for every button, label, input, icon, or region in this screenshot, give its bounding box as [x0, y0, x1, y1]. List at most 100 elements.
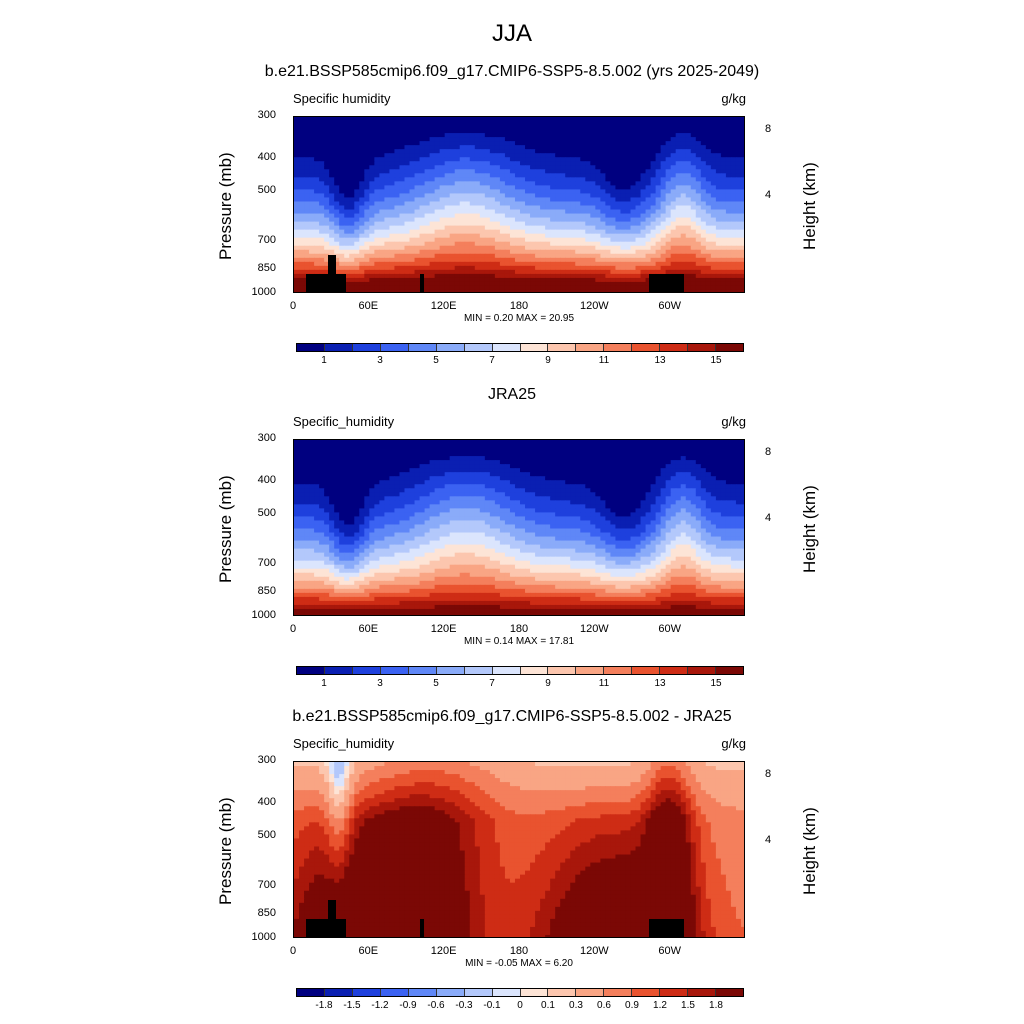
heatmap-cell	[304, 185, 310, 191]
heatmap-cell	[660, 257, 667, 263]
heatmap-cell	[424, 480, 431, 485]
heatmap-cell	[504, 452, 511, 457]
heatmap-cell	[535, 177, 541, 182]
heatmap-cell	[434, 205, 441, 211]
heatmap-cell	[595, 177, 601, 182]
heatmap-cell	[404, 129, 411, 134]
heatmap-cell	[394, 289, 401, 292]
heatmap-cell	[319, 125, 325, 130]
heatmap-cell	[299, 197, 305, 203]
heatmap-cell	[680, 157, 687, 162]
heatmap-cell	[690, 177, 697, 182]
heatmap-cell	[474, 193, 481, 199]
heatmap-cell	[304, 169, 310, 174]
heatmap-cell	[499, 213, 506, 219]
heatmap-cell	[384, 173, 391, 178]
heatmap-cell	[404, 237, 411, 243]
heatmap-cell	[439, 165, 446, 170]
heatmap-cell	[344, 241, 350, 247]
heatmap-cell	[680, 237, 687, 243]
heatmap-cell	[695, 253, 702, 259]
heatmap-cell	[660, 177, 667, 182]
heatmap-cell	[449, 277, 456, 283]
heatmap-cell	[469, 217, 476, 223]
heatmap-cell	[600, 233, 606, 239]
heatmap-cell	[489, 205, 496, 211]
heatmap-cell	[514, 193, 521, 199]
heatmap-cell	[740, 141, 744, 146]
heatmap-cell	[504, 121, 511, 126]
heatmap-cell	[595, 269, 601, 275]
heatmap-cell	[605, 137, 611, 142]
heatmap-cell	[675, 261, 682, 267]
heatmap-cell	[339, 213, 345, 219]
panel-title: b.e21.BSSP585cmip6.f09_g17.CMIP6-SSP5-8.…	[264, 63, 760, 80]
heatmap-cell	[520, 217, 526, 223]
heatmap-cell	[464, 241, 471, 247]
heatmap-cell	[389, 157, 396, 162]
heatmap-cell	[675, 229, 682, 235]
heatmap-cell	[630, 145, 637, 150]
heatmap-cell	[294, 185, 300, 191]
heatmap-cell	[319, 460, 325, 465]
heatmap-cell	[695, 257, 702, 263]
heatmap-cell	[414, 460, 421, 465]
heatmap-cell	[535, 480, 541, 485]
heatmap-cell	[535, 452, 541, 457]
heatmap-cell	[700, 229, 707, 235]
heatmap-cell	[509, 157, 516, 162]
heatmap-cell	[394, 177, 401, 182]
heatmap-cell	[404, 273, 411, 279]
heatmap-cell	[334, 217, 340, 223]
heatmap-cell	[670, 456, 677, 461]
heatmap-cell	[414, 149, 421, 154]
heatmap-cell	[730, 464, 737, 469]
heatmap-cell	[474, 464, 481, 469]
heatmap-cell	[730, 229, 737, 235]
heatmap-cell	[294, 229, 300, 235]
heatmap-cell	[359, 241, 365, 247]
heatmap-cell	[525, 253, 531, 259]
heatmap-cell	[454, 257, 461, 263]
heatmap-cell	[530, 460, 536, 465]
heatmap-cell	[690, 209, 697, 215]
heatmap-cell	[339, 265, 345, 271]
heatmap-cell	[364, 201, 370, 207]
heatmap-cell	[520, 181, 526, 186]
heatmap-cell	[299, 241, 305, 247]
heatmap-cell	[620, 129, 627, 134]
heatmap-cell	[299, 229, 305, 235]
heatmap-cell	[605, 117, 611, 122]
heatmap-cell	[705, 193, 712, 199]
heatmap-cell	[369, 185, 375, 191]
heatmap-cell	[424, 472, 431, 477]
heatmap-cell	[419, 181, 426, 186]
heatmap-cell	[364, 197, 370, 203]
heatmap-cell	[409, 245, 416, 251]
heatmap-cell	[354, 157, 360, 162]
heatmap-cell	[359, 237, 365, 243]
heatmap-cell	[545, 157, 551, 162]
heatmap-cell	[525, 129, 531, 134]
heatmap-cell	[514, 213, 521, 219]
heatmap-cell	[369, 121, 375, 126]
heatmap-cell	[389, 241, 396, 247]
heatmap-cell	[730, 241, 737, 247]
heatmap-cell	[645, 285, 652, 291]
heatmap-cell	[530, 289, 536, 292]
heatmap-cell	[665, 253, 672, 259]
heatmap-cell	[640, 209, 647, 215]
heatmap-cell	[710, 125, 717, 130]
topography-mask	[328, 255, 336, 275]
heatmap-cell	[520, 189, 526, 195]
heatmap-cell	[535, 464, 541, 469]
heatmap-cell	[520, 448, 526, 453]
heatmap-cell	[635, 257, 642, 263]
heatmap-cell	[514, 177, 521, 182]
heatmap-cell	[720, 141, 727, 146]
heatmap-cell	[394, 201, 401, 207]
heatmap-cell	[324, 448, 330, 453]
heatmap-cell	[530, 285, 536, 291]
heatmap-cell	[610, 464, 617, 469]
heatmap-cell	[489, 233, 496, 239]
